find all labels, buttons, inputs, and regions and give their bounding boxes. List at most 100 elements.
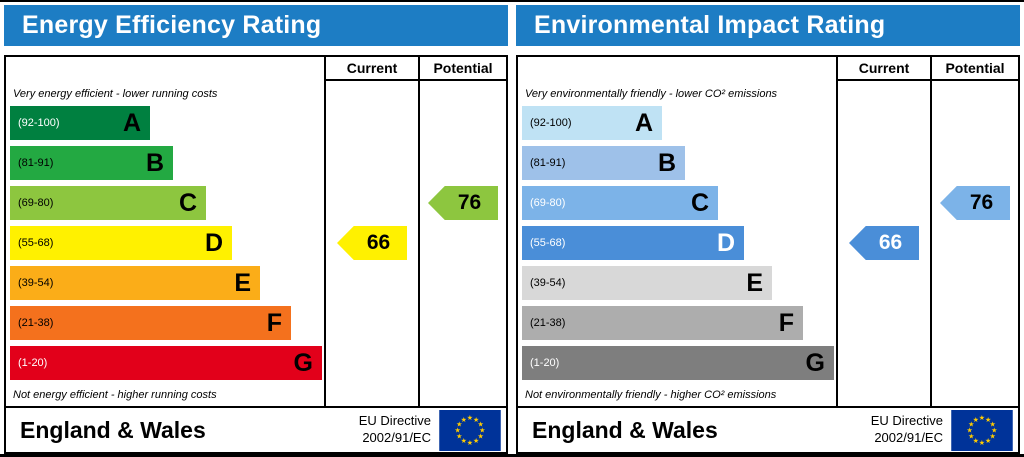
- environmental-band-g: (1-20) G: [522, 346, 834, 380]
- svg-text:★: ★: [966, 426, 972, 434]
- svg-text:★: ★: [991, 426, 997, 434]
- eu-directive-label: EU Directive 2002/91/EC: [871, 413, 943, 447]
- svg-text:★: ★: [973, 415, 979, 423]
- svg-text:★: ★: [473, 437, 479, 445]
- band-letter: E: [746, 268, 763, 297]
- svg-text:★: ★: [985, 437, 991, 445]
- energy-potential-rating-value: 76: [457, 191, 482, 214]
- band-letter: C: [690, 188, 709, 217]
- band-range-label: (39-54): [18, 277, 54, 289]
- energy-band-chart: Very energy efficient - lower running co…: [6, 81, 324, 406]
- environmental-potential-rating-value: 76: [969, 191, 994, 214]
- svg-text:★: ★: [985, 415, 991, 423]
- svg-text:★: ★: [477, 432, 483, 440]
- svg-text:★: ★: [473, 415, 479, 423]
- eu-flag-icon: ★★★★★★★★★ ★ ★★: [439, 409, 501, 451]
- eu-directive-line2: 2002/91/EC: [362, 430, 431, 445]
- band-range-label: (1-20): [18, 357, 48, 369]
- band-letter: D: [204, 228, 223, 257]
- environmental-potential-value-cell: 76: [930, 81, 1018, 406]
- eu-directive-line1: EU Directive: [358, 413, 431, 429]
- region-label: England & Wales: [532, 416, 718, 443]
- energy-header-spacer: [6, 57, 324, 81]
- band-letter: F: [778, 308, 794, 337]
- band-range-label: (69-80): [18, 197, 54, 209]
- environmental-title-bar: Environmental Impact Rating: [516, 5, 1020, 46]
- region-label: England & Wales: [20, 416, 206, 443]
- svg-text:★: ★: [456, 432, 462, 440]
- energy-band-b: (81-91) B: [10, 146, 173, 180]
- energy-panel-title: Energy Efficiency Rating: [22, 11, 322, 39]
- band-letter: A: [122, 108, 141, 137]
- svg-text:★: ★: [477, 420, 483, 428]
- band-range-label: (92-100): [18, 117, 60, 129]
- eu-directive-line1: EU Directive: [870, 413, 943, 429]
- energy-current-value-cell: 66: [324, 81, 418, 406]
- energy-potential-rating-arrow: 76: [428, 186, 498, 220]
- svg-text:★: ★: [989, 432, 995, 440]
- band-range-label: (69-80): [530, 197, 566, 209]
- energy-band-a: (92-100) A: [10, 106, 150, 140]
- band-range-label: (21-38): [18, 317, 54, 329]
- eu-directive-label: EU Directive 2002/91/EC: [359, 413, 431, 447]
- svg-text:★: ★: [979, 414, 985, 422]
- energy-current-rating-value: 66: [366, 231, 391, 254]
- band-letter: A: [634, 108, 653, 137]
- energy-band-g: (1-20) G: [10, 346, 322, 380]
- band-letter: B: [145, 148, 164, 177]
- environmental-impact-panel: Environmental Impact Rating Current Pote…: [512, 2, 1024, 454]
- environmental-current-value-cell: 66: [836, 81, 930, 406]
- svg-text:★: ★: [968, 432, 974, 440]
- band-range-label: (21-38): [530, 317, 566, 329]
- environmental-band-c: (69-80) C: [522, 186, 718, 220]
- environmental-current-rating-arrow: 66: [849, 226, 919, 260]
- environmental-band-b: (81-91) B: [522, 146, 685, 180]
- svg-text:★: ★: [979, 438, 985, 446]
- energy-bottom-caption: Not energy efficient - higher running co…: [13, 389, 217, 401]
- svg-text:★: ★: [989, 420, 995, 428]
- energy-top-caption: Very energy efficient - lower running co…: [13, 88, 218, 100]
- energy-potential-column-header: Potential: [418, 57, 506, 81]
- environmental-panel-title: Environmental Impact Rating: [534, 11, 886, 39]
- environmental-band-f: (21-38) F: [522, 306, 803, 340]
- band-letter: C: [178, 188, 197, 217]
- band-letter: G: [293, 348, 313, 377]
- svg-text:★: ★: [461, 415, 467, 423]
- band-letter: D: [716, 228, 735, 257]
- energy-band-e: (39-54) E: [10, 266, 260, 300]
- eu-directive-line2: 2002/91/EC: [874, 430, 943, 445]
- environmental-top-caption: Very environmentally friendly - lower CO…: [525, 88, 778, 100]
- environmental-band-d: (55-68) D: [522, 226, 744, 260]
- svg-text:★: ★: [461, 437, 467, 445]
- svg-text:★: ★: [479, 426, 485, 434]
- environmental-current-column-header: Current: [836, 57, 930, 81]
- svg-text:★: ★: [456, 420, 462, 428]
- band-range-label: (81-91): [18, 157, 54, 169]
- environmental-band-chart: Very environmentally friendly - lower CO…: [518, 81, 836, 406]
- environmental-potential-rating-arrow: 76: [940, 186, 1010, 220]
- band-range-label: (81-91): [530, 157, 566, 169]
- energy-rating-table: Current Potential Very energy efficient …: [4, 55, 508, 454]
- energy-current-rating-arrow: 66: [337, 226, 407, 260]
- energy-band-f: (21-38) F: [10, 306, 291, 340]
- environmental-potential-column-header: Potential: [930, 57, 1018, 81]
- environmental-current-rating-value: 66: [878, 231, 903, 254]
- band-range-label: (92-100): [530, 117, 572, 129]
- band-letter: B: [657, 148, 676, 177]
- svg-text:★: ★: [968, 420, 974, 428]
- svg-text:★: ★: [973, 437, 979, 445]
- environmental-header-spacer: [518, 57, 836, 81]
- environmental-table-footer: England & Wales EU Directive 2002/91/EC …: [518, 406, 1018, 452]
- energy-table-footer: England & Wales EU Directive 2002/91/EC …: [6, 406, 506, 452]
- svg-text:★: ★: [467, 438, 473, 446]
- band-letter: F: [266, 308, 282, 337]
- environmental-band-a: (92-100) A: [522, 106, 662, 140]
- environmental-rating-table: Current Potential Very environmentally f…: [516, 55, 1020, 454]
- band-range-label: (55-68): [530, 237, 566, 249]
- band-range-label: (1-20): [530, 357, 560, 369]
- band-letter: G: [805, 348, 825, 377]
- environmental-band-e: (39-54) E: [522, 266, 772, 300]
- energy-current-column-header: Current: [324, 57, 418, 81]
- band-range-label: (55-68): [18, 237, 54, 249]
